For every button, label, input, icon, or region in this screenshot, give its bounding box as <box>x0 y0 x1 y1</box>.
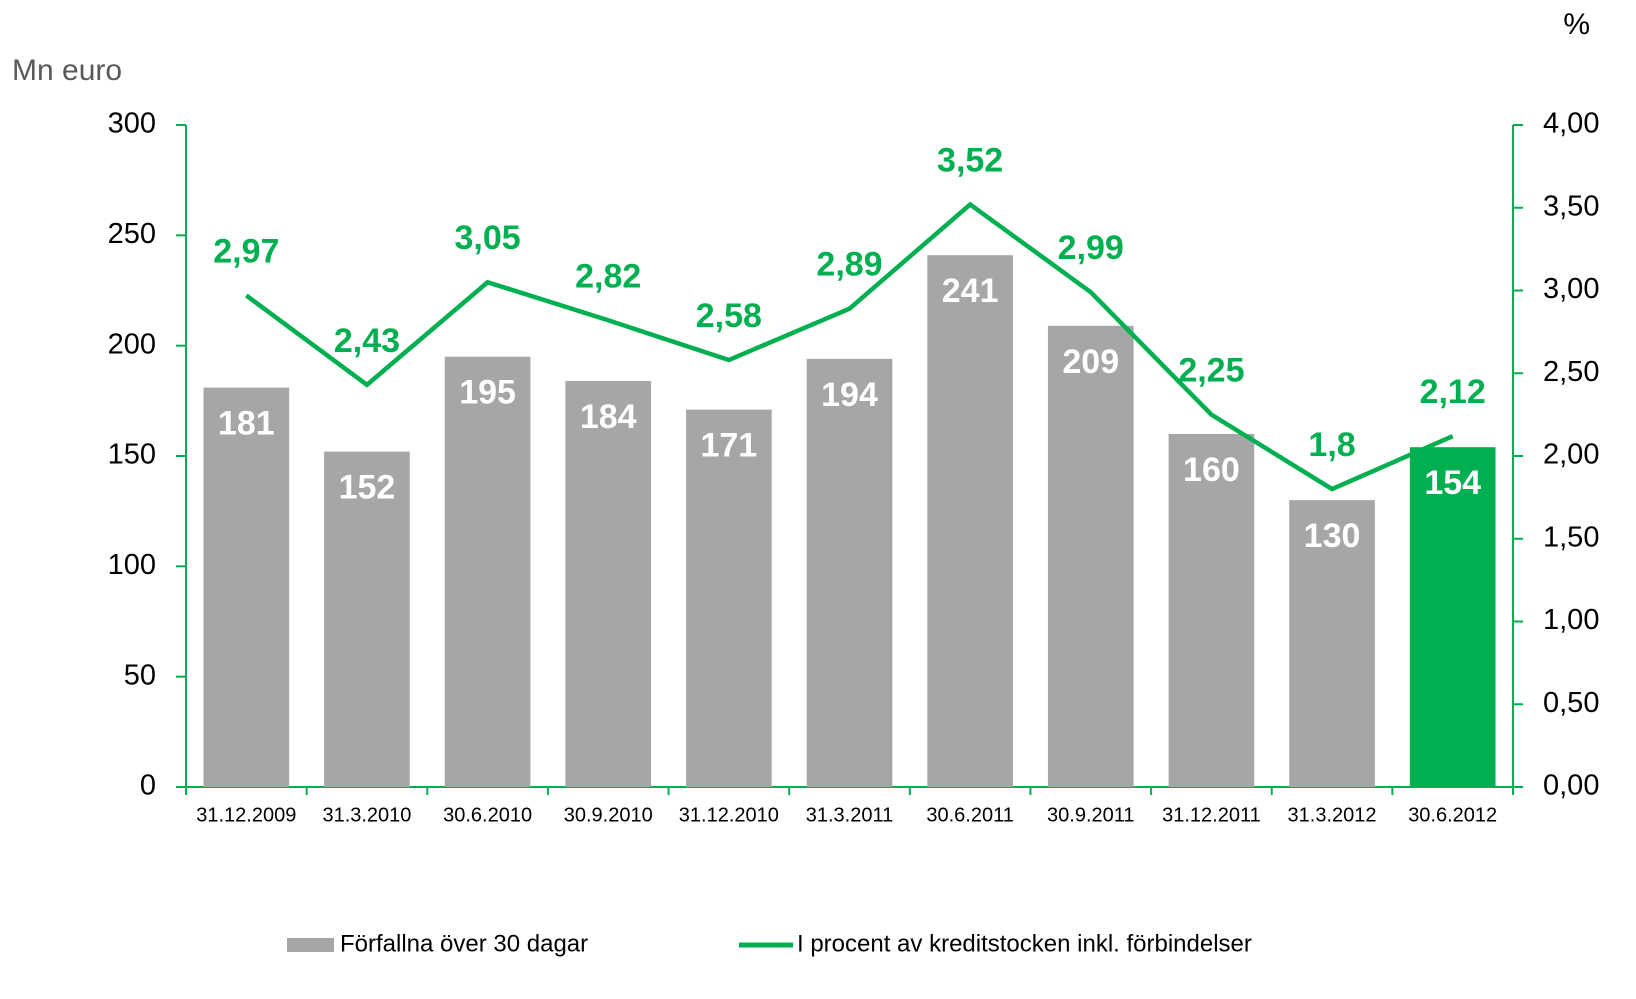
bar <box>444 356 531 787</box>
y-tick-label: 200 <box>108 328 156 360</box>
x-tick-label: 31.12.2009 <box>196 804 296 826</box>
line-value-label: 3,05 <box>454 219 520 257</box>
x-tick-label: 31.12.2010 <box>679 804 779 826</box>
bar-value-label: 130 <box>1304 517 1361 555</box>
line-value-label: 1,8 <box>1308 426 1355 464</box>
bar <box>324 451 410 787</box>
bar <box>806 358 893 787</box>
bar-value-label: 152 <box>339 469 396 507</box>
y-tick-label: 250 <box>108 218 156 250</box>
y2-tick-label: 1,50 <box>1543 521 1599 553</box>
y-tick-label: 100 <box>108 549 156 581</box>
bar-value-label: 194 <box>821 376 878 414</box>
y2-tick-label: 0,50 <box>1543 687 1599 719</box>
x-tick-label: 31.12.2011 <box>1162 804 1261 826</box>
x-tick-label: 30.6.2010 <box>443 804 532 826</box>
bar-value-label: 171 <box>700 427 757 465</box>
bar <box>1289 500 1375 787</box>
line-value-label: 3,52 <box>937 141 1003 179</box>
line-value-label: 2,89 <box>816 246 882 284</box>
bar-value-label: 241 <box>942 272 999 310</box>
bar-value-label: 160 <box>1183 451 1240 489</box>
line-value-label: 2,25 <box>1178 352 1244 390</box>
y2-tick-label: 1,00 <box>1543 604 1599 636</box>
y-tick-label: 50 <box>124 659 156 691</box>
y-tick-label: 150 <box>108 439 156 471</box>
bar <box>1168 433 1255 787</box>
y2-tick-label: 4,00 <box>1543 108 1599 140</box>
x-tick-label: 31.3.2011 <box>806 804 894 826</box>
bar <box>1047 325 1134 787</box>
bar-value-label: 184 <box>580 398 637 436</box>
bar <box>1409 447 1496 787</box>
y2-tick-label: 0,00 <box>1543 770 1599 802</box>
line-value-label: 2,99 <box>1058 229 1124 267</box>
x-tick-label: 31.3.2012 <box>1288 804 1377 826</box>
x-tick-label: 30.9.2010 <box>564 804 653 826</box>
y-tick-label: 0 <box>140 770 156 802</box>
y-tick-label: 300 <box>108 108 156 140</box>
legend-label: I procent av kreditstocken inkl. förbind… <box>797 930 1252 957</box>
bar-value-label: 209 <box>1062 343 1119 381</box>
line <box>244 201 1454 492</box>
y2-tick-label: 2,00 <box>1543 439 1599 471</box>
bar <box>686 409 772 787</box>
y-axis-label: Mn euro <box>12 54 122 87</box>
legend-label: Förfallna över 30 dagar <box>340 930 588 957</box>
x-tick-label: 30.6.2012 <box>1408 804 1497 826</box>
line-value-label: 2,82 <box>575 257 641 295</box>
bar-value-label: 181 <box>218 405 275 443</box>
bar <box>203 387 290 787</box>
y2-tick-label: 3,50 <box>1543 190 1599 222</box>
x-tick-label: 31.3.2010 <box>322 804 411 826</box>
line-value-label: 2,58 <box>696 297 762 335</box>
bar-value-label: 195 <box>459 374 516 412</box>
y2-tick-label: 2,50 <box>1543 356 1599 388</box>
y2-tick-label: 3,00 <box>1543 273 1599 305</box>
line-value-label: 2,97 <box>213 232 279 270</box>
x-tick-label: 30.9.2011 <box>1047 804 1135 826</box>
line-value-label: 2,43 <box>334 322 400 360</box>
line-value-label: 2,12 <box>1420 373 1486 411</box>
legend-swatch <box>287 938 334 952</box>
x-tick-label: 30.6.2011 <box>926 804 1014 826</box>
y2-axis-label: % <box>1563 8 1590 41</box>
bar <box>927 255 1013 787</box>
bar-value-label: 154 <box>1424 464 1481 502</box>
bar <box>565 380 652 787</box>
